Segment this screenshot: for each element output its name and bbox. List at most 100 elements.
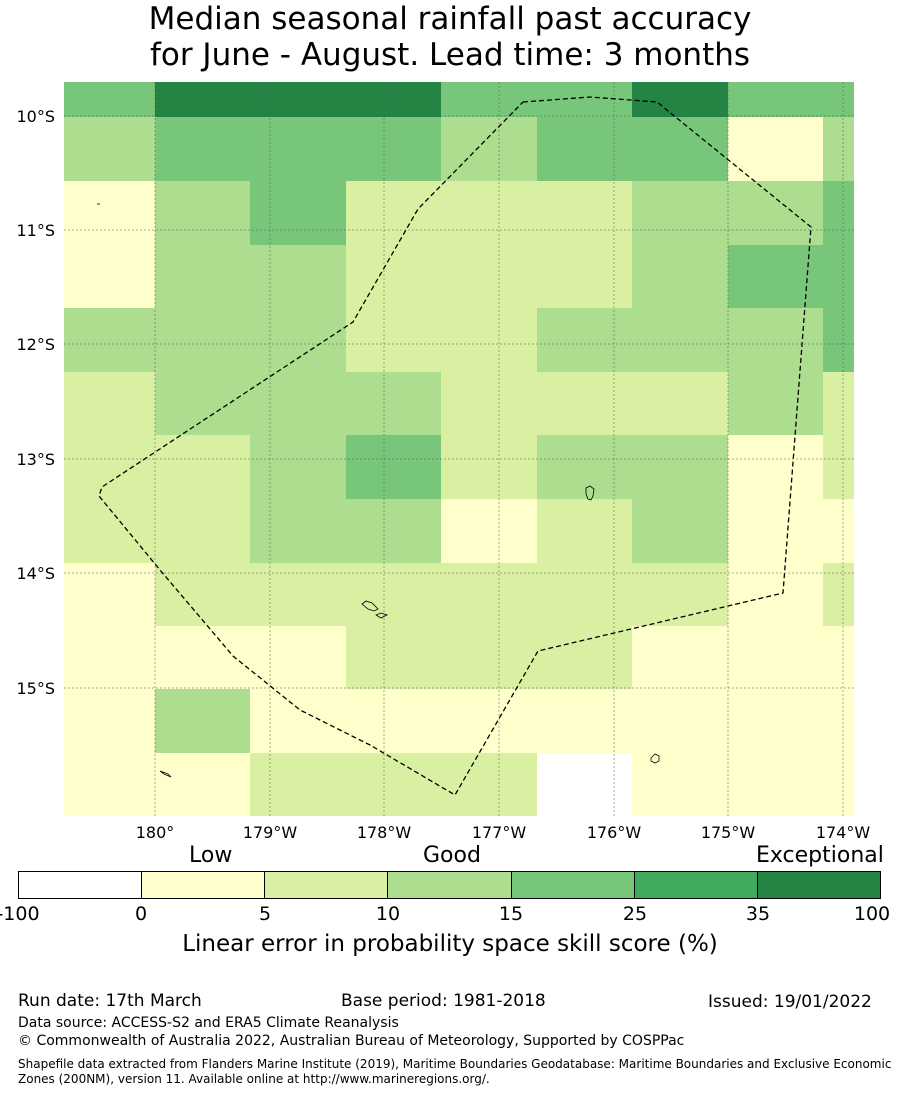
colorbar-tick: 15 (498, 903, 524, 925)
skill-score-map: 10°S11°S12°S13°S14°S15°S 180° 179°W 178°W 1… (16, 82, 871, 842)
map-cell (155, 499, 250, 563)
map-cell (64, 181, 155, 245)
map-cell (64, 499, 155, 563)
map-cell (728, 753, 823, 816)
map-cell (346, 117, 441, 181)
colorbar-tick: 5 (258, 903, 272, 925)
latitude-label: 15°S (16, 679, 55, 698)
map-cell (632, 82, 728, 117)
colorbar-tick: 10 (375, 903, 401, 925)
map-cell (250, 181, 346, 245)
latitude-label: 11°S (16, 221, 55, 240)
legend-category-good: Good (423, 843, 481, 868)
map-cell (728, 181, 823, 245)
latitude-labels: 10°S 11°S 12°S 13°S 14°S 15°S (16, 107, 55, 698)
map-cell (64, 245, 155, 308)
map-cell (537, 499, 632, 563)
map-cell (441, 117, 537, 181)
colorbar-segment (388, 872, 512, 898)
map-cell (728, 499, 823, 563)
map-cell (250, 82, 346, 117)
map-cell (441, 563, 537, 626)
map-cell (441, 435, 537, 499)
map-cell (632, 245, 728, 308)
longitude-label: 179°W (243, 823, 298, 842)
map-cell (155, 563, 250, 626)
map-cell (155, 753, 250, 816)
island-wallis (585, 485, 595, 501)
map-cell (64, 117, 155, 181)
map-cell (64, 82, 155, 117)
map-cell (632, 117, 728, 181)
map-cell (155, 689, 250, 753)
map-cell (537, 753, 632, 816)
longitude-label: 180° (136, 823, 175, 842)
map-cell (632, 689, 728, 753)
map-cell (250, 626, 346, 689)
chart-title-line1: Median seasonal rainfall past accuracy (148, 1, 752, 37)
map-cell (728, 82, 823, 117)
colorbar-tick: 0 (134, 903, 148, 925)
colorbar-tick: 35 (745, 903, 771, 925)
map-cell (441, 82, 537, 117)
colorbar-tick: -100 (0, 903, 40, 925)
legend-category-exceptional: Exceptional (756, 843, 884, 868)
shapefile-credit: Shapefile data extracted from Flanders M… (18, 1057, 892, 1086)
colorbar-tick: 25 (622, 903, 648, 925)
colorbar-tick: 100 (853, 903, 891, 925)
map-grid-cells (64, 82, 854, 816)
eez-boundary (98, 96, 812, 796)
map-cell (537, 689, 632, 753)
map-cell (537, 308, 632, 372)
map-cell (250, 499, 346, 563)
map-cell (632, 308, 728, 372)
colorbar-segment (265, 872, 389, 898)
map-cell (537, 435, 632, 499)
map-cell (250, 245, 346, 308)
map-cell (441, 308, 537, 372)
map-cell (250, 563, 346, 626)
longitude-label: 175°W (701, 823, 756, 842)
map-cell (632, 435, 728, 499)
colorbar (18, 871, 881, 899)
island-niuafoou (650, 753, 660, 764)
map-cell (441, 372, 537, 435)
map-cell (823, 181, 854, 245)
map-cell (632, 563, 728, 626)
map-cell (441, 626, 537, 689)
islands (97, 203, 660, 778)
issued-date: Issued: 19/01/2022 (708, 992, 872, 1012)
map-cell (250, 689, 346, 753)
map-cell (155, 308, 250, 372)
longitude-label: 176°W (587, 823, 642, 842)
run-date: Run date: 17th March (18, 991, 202, 1011)
map-cell (823, 245, 854, 308)
map-cell (823, 499, 854, 563)
map-cell (537, 82, 632, 117)
colorbar-segment (511, 872, 635, 898)
longitude-labels: 180° 179°W 178°W 177°W 176°W 175°W 174°W (136, 823, 871, 842)
map-cell (728, 372, 823, 435)
copyright: © Commonwealth of Australia 2022, Austra… (18, 1033, 685, 1049)
map-cell (823, 689, 854, 753)
longitude-label: 174°W (816, 823, 871, 842)
map-cell (155, 82, 250, 117)
map-cell (823, 308, 854, 372)
island-alofi (375, 612, 389, 619)
latitude-label: 14°S (16, 564, 55, 583)
map-cell (823, 563, 854, 626)
map-cell (346, 626, 441, 689)
map-cell (64, 308, 155, 372)
map-cell (155, 181, 250, 245)
latitude-label: 12°S (16, 335, 55, 354)
map-cell (632, 181, 728, 245)
map-cell (64, 753, 155, 816)
map-cell (64, 626, 155, 689)
map-cell (441, 499, 537, 563)
map-cell (64, 689, 155, 753)
map-cell (441, 689, 537, 753)
map-cell (64, 563, 155, 626)
map-cell (823, 82, 854, 117)
map-cell (155, 435, 250, 499)
map-cell (728, 435, 823, 499)
